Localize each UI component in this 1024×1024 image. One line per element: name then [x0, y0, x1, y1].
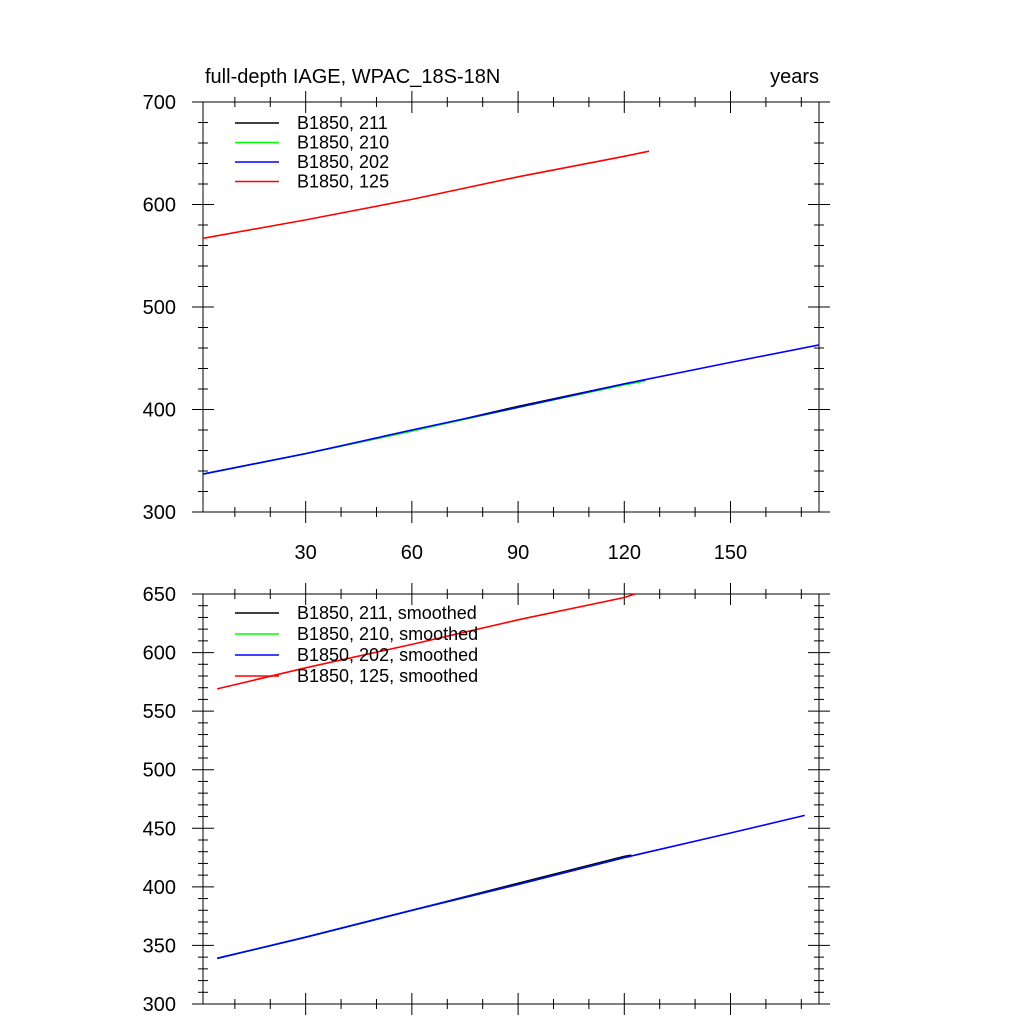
series-line: [203, 150, 650, 240]
y-tick-label: 350: [143, 935, 176, 957]
series-line: [217, 814, 805, 960]
legend-label: B1850, 125: [297, 172, 389, 192]
legend-label: B1850, 125, smoothed: [297, 666, 478, 686]
series-line: [203, 344, 819, 475]
legend-label: B1850, 210: [297, 133, 389, 153]
y-tick-label: 300: [143, 502, 176, 524]
plot-frame: [202, 593, 820, 1005]
units-label: years: [770, 66, 819, 88]
legend-label: B1850, 202, smoothed: [297, 645, 478, 665]
y-tick-label: 300: [143, 994, 176, 1016]
y-tick-label: 500: [143, 297, 176, 319]
legend-label: B1850, 211, smoothed: [297, 603, 477, 623]
y-tick-label: 600: [143, 643, 176, 665]
legend-label: B1850, 202: [297, 152, 389, 172]
legend-label: B1850, 210, smoothed: [297, 624, 478, 644]
x-tick-label: 150: [714, 542, 747, 564]
x-tick-label: 60: [401, 542, 423, 564]
series-group: [217, 594, 805, 960]
chart-title: full-depth IAGE, WPAC_18S-18N: [205, 66, 500, 88]
y-tick-label: 450: [143, 818, 176, 840]
y-tick-label: 650: [143, 584, 176, 606]
y-tick-label: 600: [143, 195, 176, 217]
panel-bottom: 300 350 400 450 500 550 600 650 B1850, 211, smoo…: [143, 583, 830, 1016]
y-tick-label: 400: [143, 400, 176, 422]
x-tick-label: 30: [295, 542, 317, 564]
y-tick-label: 500: [143, 760, 176, 782]
legend-label: B1850, 211: [297, 113, 388, 133]
y-tick-label: 700: [143, 92, 176, 114]
series-line: [217, 594, 636, 690]
plot-frame: [202, 101, 820, 513]
x-tick-label: 90: [507, 542, 529, 564]
y-tick-label: 550: [143, 701, 176, 723]
y-tick-label: 400: [143, 877, 176, 899]
x-tick-label: 120: [608, 542, 641, 564]
series-group: [203, 150, 819, 475]
